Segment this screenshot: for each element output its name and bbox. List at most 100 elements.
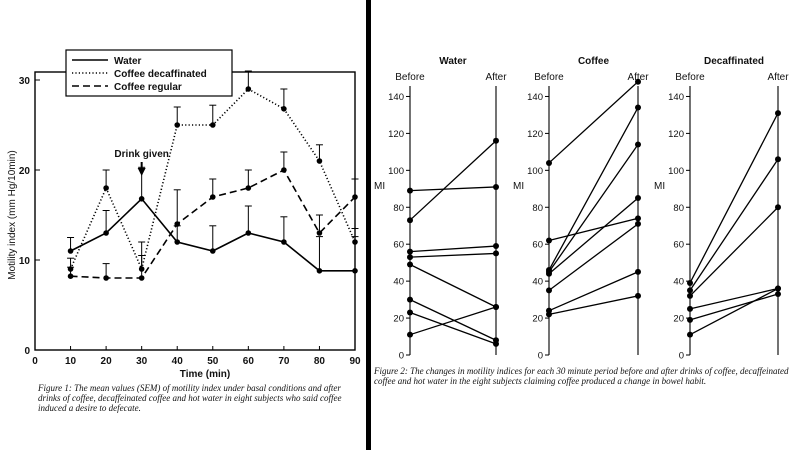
data-point <box>352 239 358 245</box>
after-point <box>775 156 781 163</box>
y-tick-label: 40 <box>673 277 684 288</box>
after-point <box>635 268 641 275</box>
pair-line <box>689 287 779 310</box>
pair-line <box>548 223 639 291</box>
pair-line <box>689 287 779 336</box>
data-point <box>174 122 181 128</box>
figure-1-line-chart: 0 10 20 30 0 10 20 30 40 50 60 70 80 90 Time (min) Moti… <box>7 49 361 380</box>
after-point <box>493 243 499 250</box>
y-tick-label: 100 <box>388 166 404 177</box>
x-tick-label: 40 <box>172 356 184 367</box>
after-point <box>635 292 641 299</box>
after-point <box>775 204 781 211</box>
pair-line <box>409 186 497 192</box>
y-tick-label: 60 <box>393 240 404 251</box>
data-point <box>281 167 287 173</box>
data-point <box>67 248 74 254</box>
panel-title: Decaffinated <box>704 56 764 67</box>
data-point <box>281 239 287 245</box>
figure-2-caption: Figure 2: The changes in motility indice… <box>374 366 789 386</box>
after-label: After <box>627 72 649 83</box>
pair-line <box>689 158 779 291</box>
legend-box <box>65 49 233 97</box>
before-point <box>546 307 552 314</box>
after-point <box>493 337 499 344</box>
y-tick-label: 0 <box>399 351 404 362</box>
before-point <box>687 292 693 299</box>
before-point <box>546 267 552 274</box>
data-point <box>138 275 145 281</box>
after-point <box>775 110 781 117</box>
pair-line <box>689 206 779 297</box>
pair-line <box>548 107 639 271</box>
figure-1-caption: Figure 1: The mean values (SEM) of motil… <box>38 383 342 413</box>
pair-line <box>409 311 497 345</box>
y-axis-label: Motility index (mm Hg/10min) <box>7 150 18 279</box>
before-point <box>546 268 552 275</box>
pair-line <box>409 263 497 308</box>
after-point <box>493 183 499 190</box>
before-point <box>407 254 413 261</box>
data-point <box>138 196 145 202</box>
y-tick-label: 140 <box>668 92 684 103</box>
y-tick-label: 20 <box>19 166 31 177</box>
y-tick-label: 0 <box>679 351 684 362</box>
after-point <box>635 220 641 227</box>
x-tick-label: 30 <box>136 356 148 367</box>
before-point <box>407 217 413 224</box>
before-point <box>546 287 552 294</box>
before-point <box>407 187 413 194</box>
y-tick-label: 0 <box>538 351 543 362</box>
data-point <box>174 239 181 245</box>
y-tick-label: 120 <box>388 129 404 140</box>
data-point <box>209 248 216 254</box>
data-point <box>103 230 109 236</box>
y-axis-label: MI <box>513 181 524 192</box>
after-point <box>493 250 499 257</box>
panel-divider <box>366 0 371 450</box>
before-point <box>407 261 413 268</box>
data-point <box>316 230 323 236</box>
after-point <box>635 78 641 85</box>
after-point <box>775 285 781 292</box>
y-axis-label: MI <box>374 181 385 192</box>
before-point <box>546 270 552 277</box>
x-tick-label: 70 <box>278 356 290 367</box>
before-point <box>407 248 413 255</box>
y-tick-label: 140 <box>527 92 543 103</box>
before-point <box>407 296 413 303</box>
data-point <box>352 194 358 200</box>
pair-line <box>548 144 639 273</box>
before-point <box>546 311 552 318</box>
pair-line <box>409 252 497 258</box>
panel-title: Water <box>439 56 467 67</box>
panel-title: Coffee <box>578 56 610 67</box>
after-point <box>493 303 499 310</box>
before-point <box>407 309 413 316</box>
y-tick-label: 120 <box>668 129 684 140</box>
after-point <box>635 215 641 222</box>
legend-label: Water <box>114 56 142 67</box>
before-label: Before <box>675 72 705 83</box>
legend-label: Coffee decaffinated <box>114 69 207 80</box>
data-point <box>67 273 74 280</box>
data-point <box>245 230 252 236</box>
data-point <box>245 185 252 191</box>
after-point <box>493 303 499 310</box>
after-point <box>775 291 781 298</box>
y-tick-label: 100 <box>668 166 684 177</box>
pair-line <box>409 140 497 221</box>
x-tick-label: 80 <box>314 356 326 367</box>
y-tick-label: 80 <box>673 203 684 214</box>
pair-line <box>689 112 779 284</box>
x-axis-label: Time (min) <box>180 369 230 380</box>
y-tick-label: 100 <box>527 166 543 177</box>
pair-line <box>689 293 779 321</box>
after-point <box>635 104 641 111</box>
before-point <box>687 305 693 312</box>
drink-given-label: Drink given <box>114 149 168 160</box>
before-point <box>687 287 693 294</box>
before-point <box>687 279 693 286</box>
after-point <box>635 195 641 202</box>
y-tick-label: 30 <box>19 76 31 87</box>
